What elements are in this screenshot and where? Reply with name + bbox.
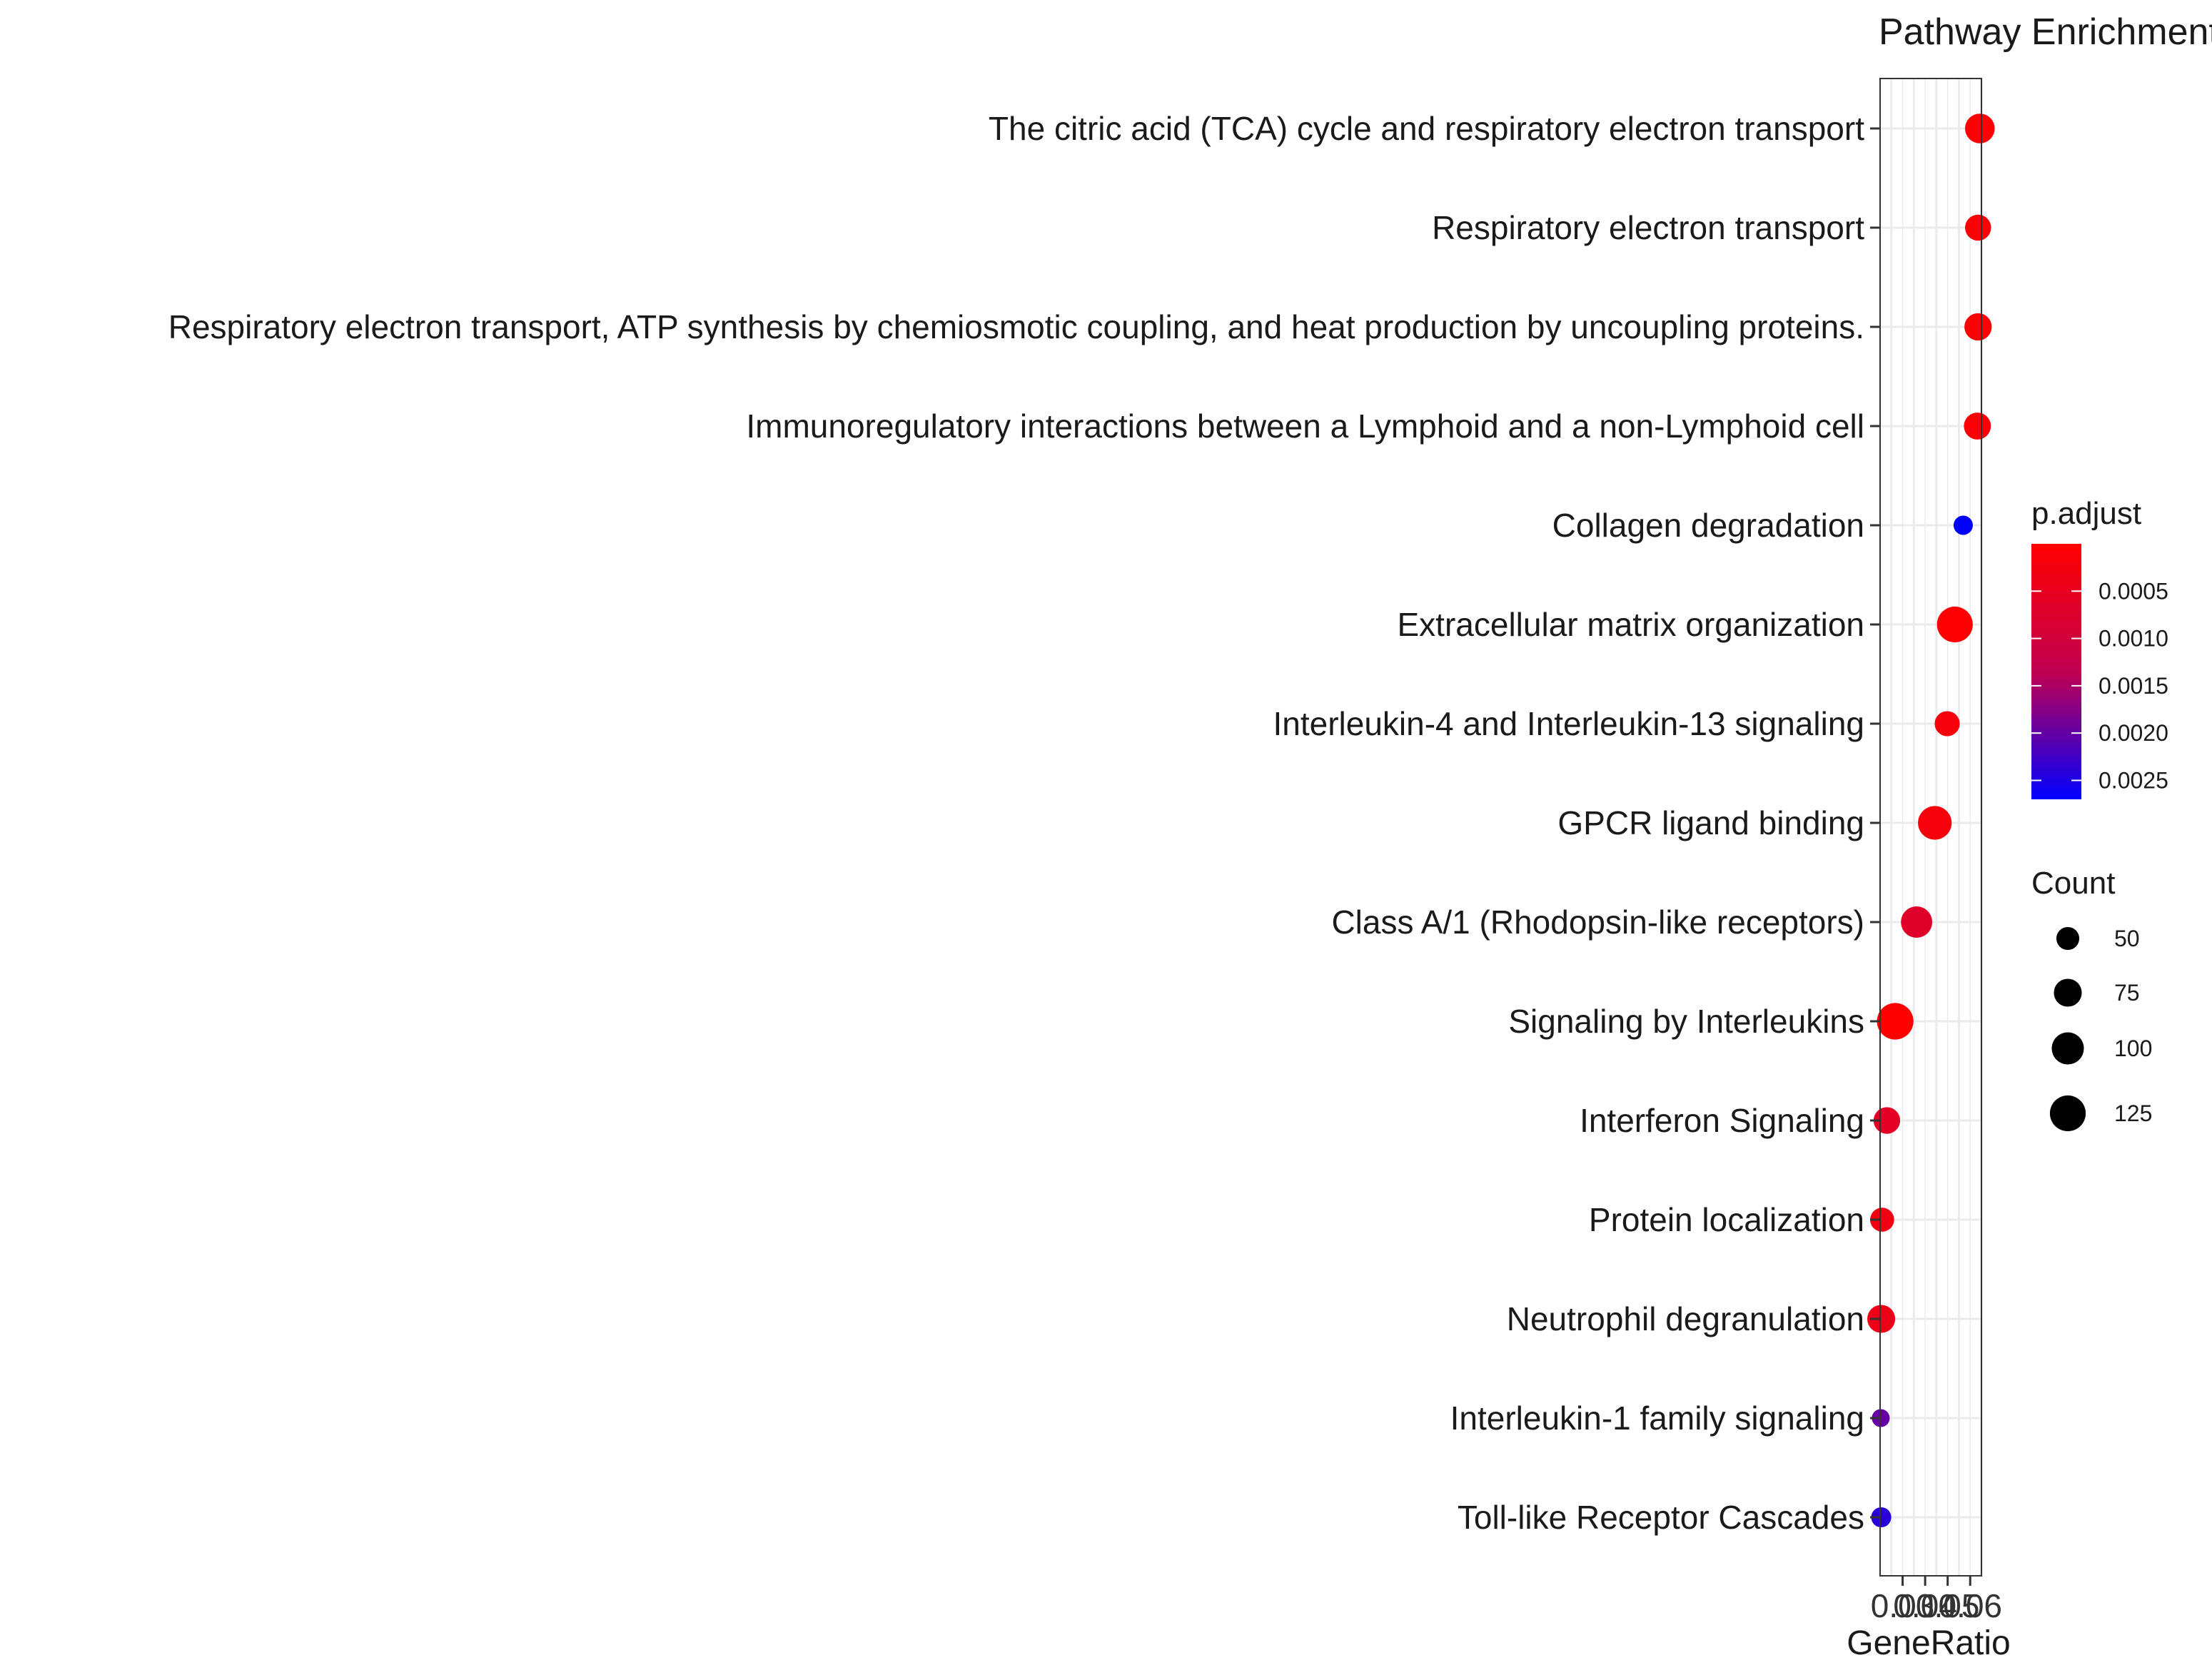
color-legend: p.adjust 0.0005 0.0010 0.0015 0.0020 0.0025 [2031,496,2168,799]
plot-title-group: Pathway Enrichment [1879,11,2212,53]
category-label: Neutrophil degranulation [1507,1300,1864,1337]
x-axis-title: GeneRatio [1847,1624,2010,1662]
category-label: Interferon Signaling [1580,1102,1864,1139]
size-legend-swatch [2054,978,2082,1007]
size-legend-items: 50 75 100 125 [2049,926,2152,1132]
size-legend-title: Count [2031,866,2115,901]
panel-border [1879,78,1982,1577]
category-label: Class A/1 (Rhodopsin-like receptors) [1331,904,1864,941]
points-layer [1867,113,1995,1528]
data-point [1901,906,1933,938]
category-label: GPCR ligand binding [1557,804,1864,841]
category-label: Interleukin-1 family signaling [1450,1400,1864,1437]
x-tick-label: 0.03 [1871,1587,1935,1624]
color-legend-tick-label: 0.0005 [2099,578,2168,604]
category-label: Respiratory electron transport [1432,209,1864,246]
category-label: Protein localization [1589,1201,1864,1238]
chart-title: Pathway Enrichment [1879,11,2212,53]
color-legend-ticks: 0.0005 0.0010 0.0015 0.0020 0.0025 [2031,578,2168,793]
data-point [1965,214,1991,241]
category-label: Respiratory electron transport, ATP synt… [168,308,1864,345]
category-label: Signaling by Interleukins [1508,1003,1864,1040]
color-legend-title: p.adjust [2031,496,2141,531]
x-tick-label: 0.06 [1938,1587,2002,1624]
category-label: The citric acid (TCA) cycle and respirat… [989,110,1864,147]
category-label: Collagen degradation [1552,507,1864,544]
data-point [1965,113,1995,143]
data-point [1870,1208,1894,1232]
data-point [1964,413,1991,440]
data-point [1871,1507,1892,1528]
data-point [1953,515,1973,535]
data-point [1877,1003,1914,1040]
data-point [1936,606,1973,643]
size-legend-swatch [2056,926,2080,951]
color-legend-bar [2031,544,2081,799]
color-legend-tick-label: 0.0025 [2099,767,2168,793]
data-point [1934,711,1960,737]
color-legend-tick-label: 0.0020 [2099,720,2168,746]
color-legend-tick-label: 0.0010 [2099,626,2168,652]
size-legend-label: 125 [2114,1100,2152,1126]
size-legend-label: 50 [2114,926,2140,951]
category-label: Extracellular matrix organization [1398,606,1865,643]
size-legend-swatch [2051,1032,2084,1065]
x-axis: 0.030.040.050.06 [1871,1576,2002,1624]
x-tick-label: 0.04 [1893,1587,1957,1624]
size-legend: Count 50 75 100 125 [2031,866,2152,1132]
size-legend-label: 100 [2114,1036,2152,1061]
x-tick-label: 0.05 [1916,1587,1980,1624]
size-legend-label: 75 [2114,980,2140,1006]
category-label: Toll-like Receptor Cascades [1458,1499,1864,1536]
size-legend-swatch [2049,1095,2086,1132]
category-labels: The citric acid (TCA) cycle and respirat… [168,110,1880,1536]
data-point [1918,806,1952,840]
category-label: Interleukin-4 and Interleukin-13 signali… [1273,705,1864,742]
data-point [1867,1305,1896,1333]
color-legend-tick-label: 0.0015 [2099,673,2168,699]
category-label: Immunoregulatory interactions between a … [746,408,1864,445]
data-point [1964,313,1992,341]
